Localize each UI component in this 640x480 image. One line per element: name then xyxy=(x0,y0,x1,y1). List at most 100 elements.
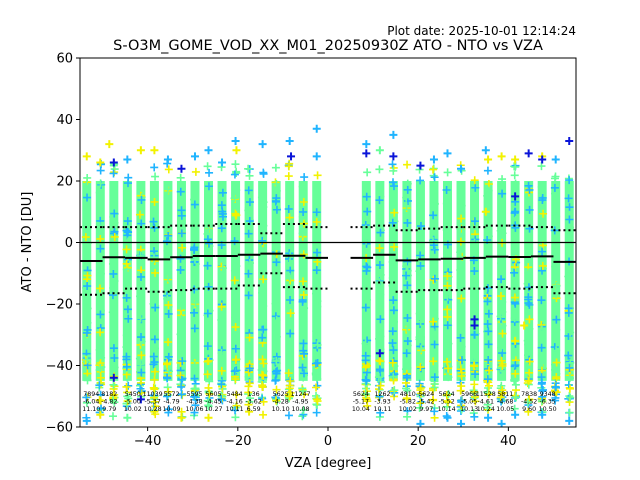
scatter-point xyxy=(231,406,240,415)
scatter-point xyxy=(538,196,547,205)
scatter-point xyxy=(244,307,253,316)
scatter-point xyxy=(389,178,398,187)
outlier-point xyxy=(362,140,371,149)
dense-point-cluster xyxy=(122,181,132,381)
scatter-point xyxy=(176,330,185,339)
scatter-point xyxy=(390,386,399,395)
outlier-point xyxy=(123,413,132,422)
scatter-point xyxy=(136,360,145,369)
scatter-point xyxy=(483,375,492,384)
scatter-point xyxy=(537,296,546,305)
outlier-point xyxy=(245,407,254,416)
scatter-point xyxy=(258,226,267,235)
dense-point-cluster xyxy=(361,181,371,381)
scatter-point xyxy=(286,376,295,385)
scatter-point xyxy=(124,314,133,323)
scatter-column xyxy=(469,176,480,421)
bin-annotations: 7894-6.0411.108182-4.829.795450-5.0010.0… xyxy=(82,391,556,413)
scatter-point xyxy=(96,244,105,253)
outlier-point xyxy=(190,152,199,161)
scatter-point xyxy=(176,187,185,196)
scatter-point xyxy=(82,393,91,402)
annotation-text: 7894 xyxy=(83,391,99,398)
scatter-point xyxy=(471,183,480,192)
scatter-point xyxy=(163,294,172,303)
outlier-point xyxy=(150,407,159,416)
scatter-point xyxy=(218,264,227,273)
scatter-column xyxy=(496,175,507,406)
scatter-point xyxy=(484,340,493,349)
scatter-point xyxy=(259,198,268,207)
outlier-point xyxy=(258,383,267,392)
scatter-point xyxy=(565,374,574,383)
scatter-point xyxy=(83,282,92,291)
dense-point-cluster xyxy=(204,181,214,381)
scatter-point xyxy=(510,268,519,277)
scatter-point xyxy=(375,392,384,401)
scatter-point xyxy=(218,181,227,190)
scatter-point xyxy=(510,376,519,385)
dense-point-cluster xyxy=(312,181,322,381)
scatter-point xyxy=(402,394,411,403)
scatter-point xyxy=(376,270,385,279)
scatter-point xyxy=(231,160,240,169)
scatter-point xyxy=(430,245,439,254)
scatter-point xyxy=(416,197,425,206)
scatter-point xyxy=(190,408,199,417)
bin-annotation: 136-3.626.59 xyxy=(245,391,261,413)
scatter-column xyxy=(388,160,399,401)
scatter-column xyxy=(537,162,548,417)
scatter-column xyxy=(298,173,309,421)
scatter-point xyxy=(403,160,412,169)
scatter-point xyxy=(376,228,385,237)
scatter-point xyxy=(258,236,267,245)
outlier-point xyxy=(150,146,159,155)
scatter-point xyxy=(525,357,534,366)
scatter-point xyxy=(362,192,371,201)
scatter-point xyxy=(470,412,479,421)
x-tick-label: 0 xyxy=(324,434,332,449)
scatter-point xyxy=(443,232,452,241)
scatter-point xyxy=(443,312,452,321)
scatter-point xyxy=(311,369,320,378)
scatter-point xyxy=(470,300,479,309)
scatter-point xyxy=(428,236,437,245)
scatter-point xyxy=(190,189,199,198)
outlier-point xyxy=(551,383,560,392)
scatter-point xyxy=(123,392,132,401)
scatter-point xyxy=(389,227,398,236)
outlier-point xyxy=(520,321,529,330)
scatter-point xyxy=(232,366,241,375)
scatter-point xyxy=(361,224,370,233)
scatter-point xyxy=(498,175,507,184)
scatter-point xyxy=(443,357,452,366)
scatter-point xyxy=(496,292,505,301)
scatter-column xyxy=(456,161,466,416)
annotation-text: 5624 xyxy=(418,391,434,398)
scatter-point xyxy=(95,381,104,390)
scatter-point xyxy=(362,266,371,275)
outlier-point xyxy=(218,158,227,167)
scatter-point xyxy=(375,356,384,365)
y-tick-label: −60 xyxy=(46,421,73,436)
scatter-point xyxy=(82,328,91,337)
scatter-point xyxy=(96,179,105,188)
scatter-point xyxy=(538,261,547,270)
scatter-point xyxy=(245,364,254,373)
scatter-column xyxy=(564,174,575,417)
scatter-point xyxy=(525,205,534,214)
scatter-point xyxy=(230,266,239,275)
annotation-text: -6.35 xyxy=(539,399,555,406)
scatter-point xyxy=(457,214,466,223)
scatter-point xyxy=(388,339,397,348)
annotation-text: 10.06 xyxy=(186,406,204,413)
scatter-point xyxy=(456,396,465,405)
scatter-point xyxy=(525,185,534,194)
scatter-point xyxy=(362,295,371,304)
scatter-point xyxy=(470,387,479,396)
scatter-point xyxy=(286,295,295,304)
scatter-column xyxy=(374,165,385,421)
